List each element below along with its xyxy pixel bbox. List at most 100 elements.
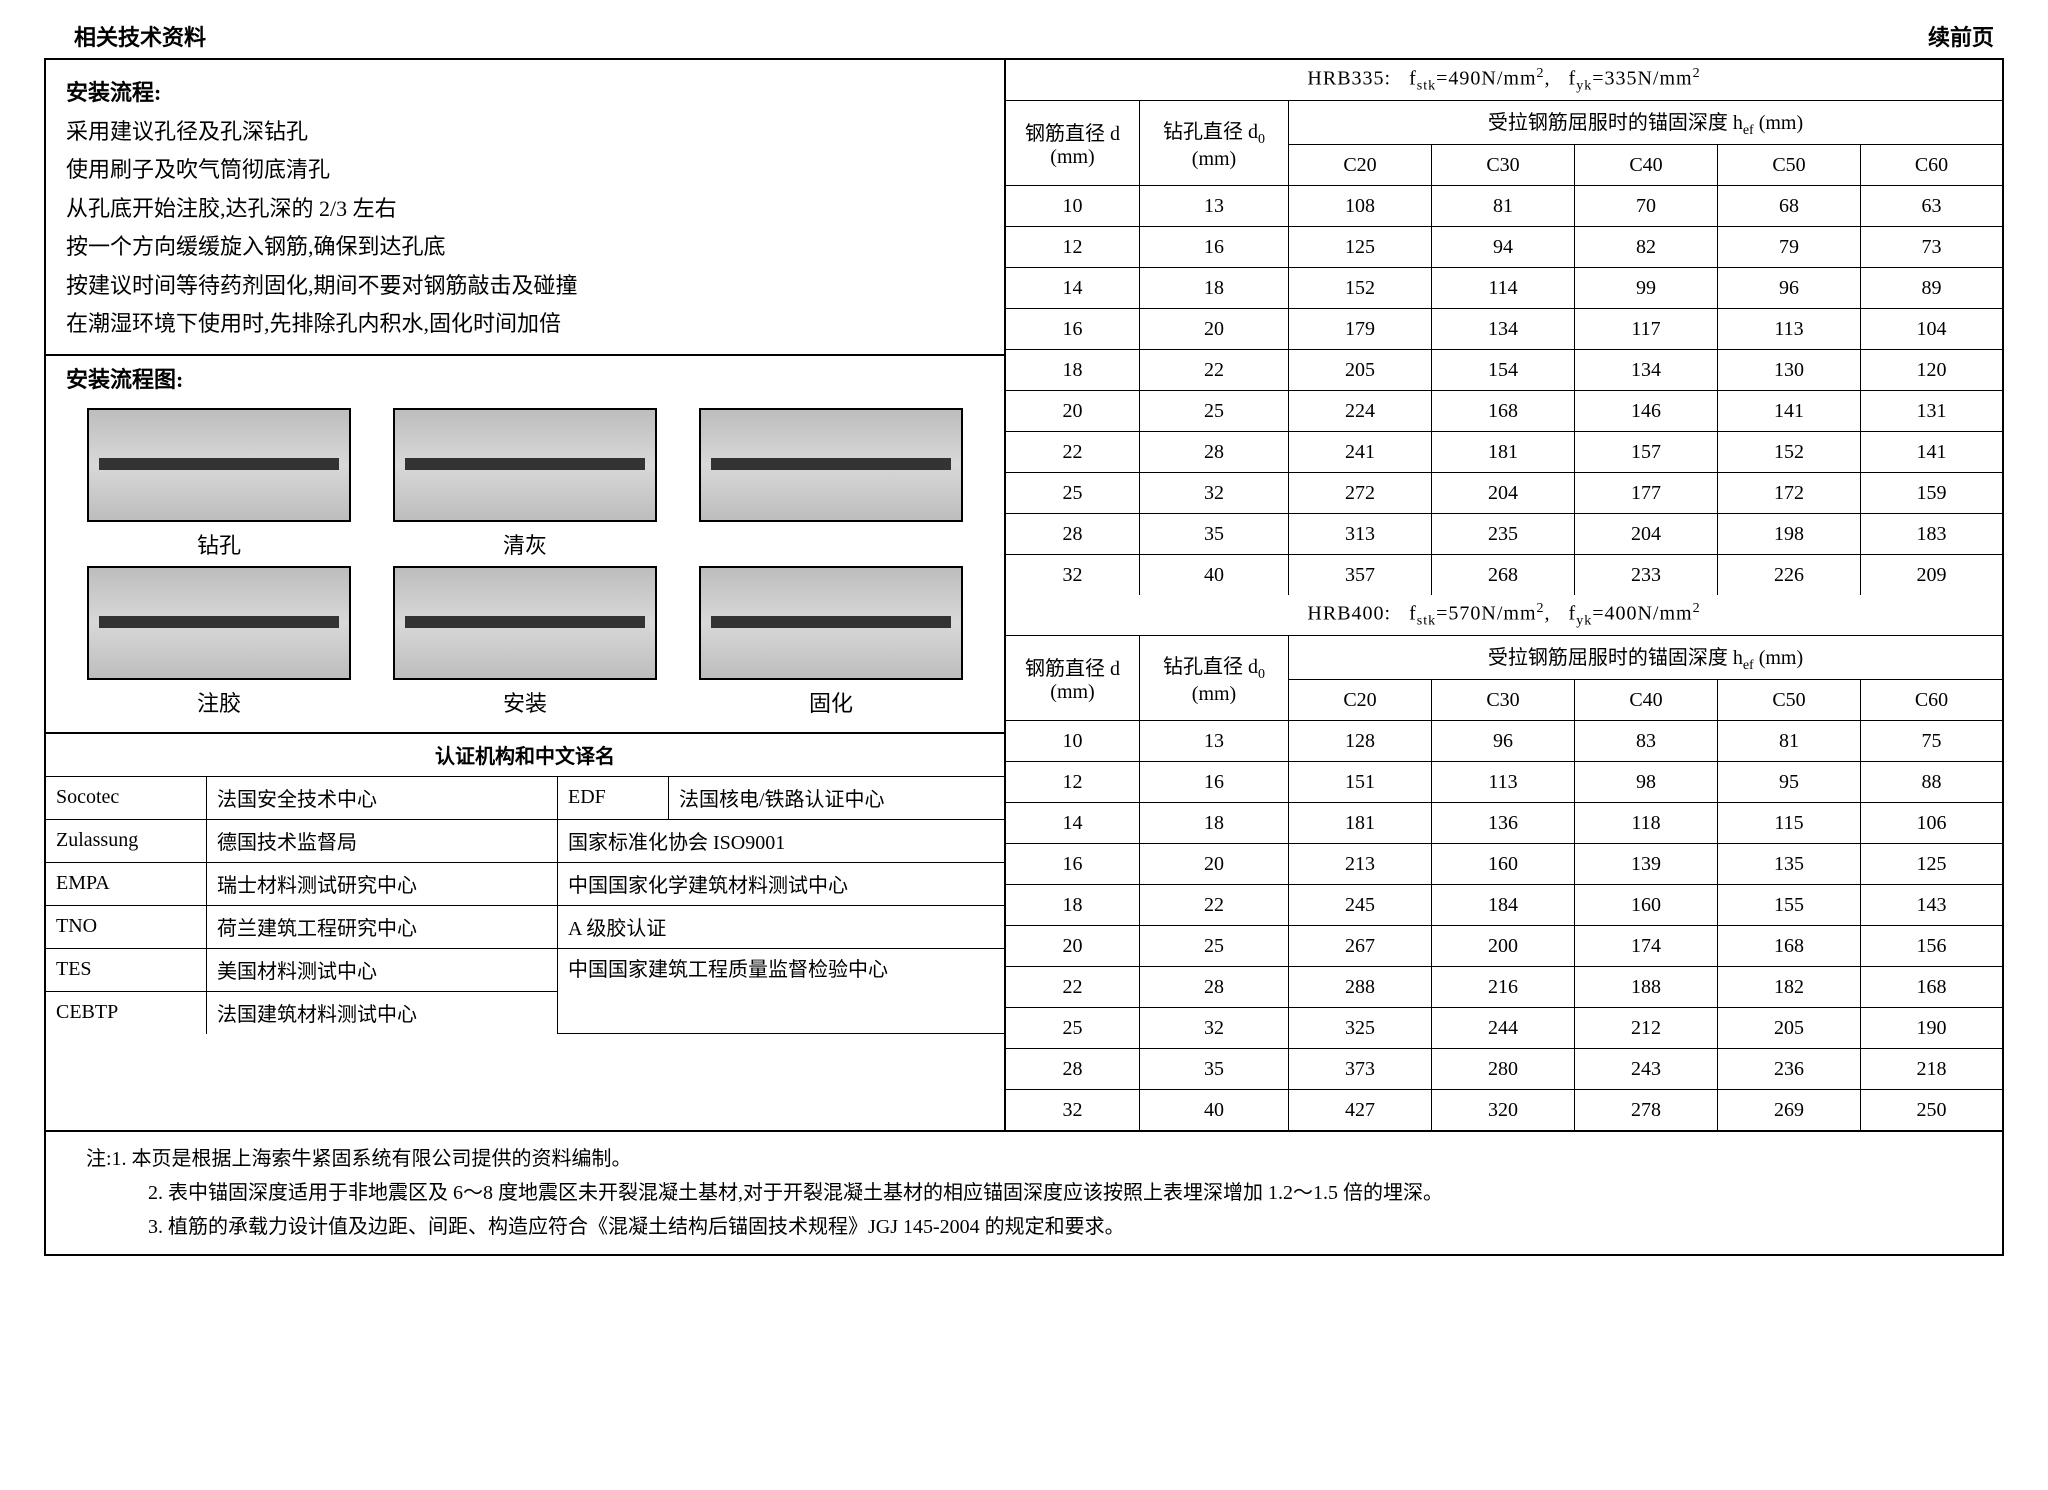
procedure-block: 安装流程: 采用建议孔径及孔深钻孔 使用刷子及吹气筒彻底清孔 从孔底开始注胶,达… [46,60,1004,354]
data-cell: 174 [1575,926,1718,967]
data-cell: 108 [1289,186,1432,227]
data-cell: 128 [1289,721,1432,762]
data-cell: 155 [1718,885,1861,926]
table-row: TNO 荷兰建筑工程研究中心 A 级胶认证 [46,905,1004,948]
u: (mm) [1050,681,1094,703]
data-cell: 32 [1006,555,1140,596]
data-cell: 82 [1575,227,1718,268]
table-row: 101310881706863 [1006,186,2002,227]
data-cell: 115 [1718,803,1861,844]
data-cell: 243 [1575,1049,1718,1090]
grade-header: C50 [1718,680,1861,721]
procedure-step: 从孔底开始注胶,达孔深的 2/3 左右 [66,190,984,229]
data-cell: 25 [1140,926,1289,967]
note-line: 注:1. 本页是根据上海索牛紧固系统有限公司提供的资料编制。 [86,1142,1982,1176]
data-cell: 35 [1140,1049,1289,1090]
spec-row: HRB335: fstk=490N/mm2, fyk=335N/mm2 [1006,60,2002,101]
spec-prefix: HRB400: [1307,602,1391,624]
data-cell: 35 [1140,514,1289,555]
flow-caption: 清灰 [385,528,665,560]
data-cell: 134 [1432,309,1575,350]
data-cell: 113 [1718,309,1861,350]
h: 钻孔直径 d [1163,656,1258,678]
cert-code: TNO [46,905,207,948]
data-cell: 32 [1140,1008,1289,1049]
u: (mm) [1192,683,1236,705]
flow-cell: 钻孔 [79,408,359,560]
flow-caption: 安装 [385,686,665,718]
data-cell: 280 [1432,1049,1575,1090]
data-cell: 40 [1140,555,1289,596]
data-cell: 81 [1718,721,1861,762]
data-cell: 204 [1575,514,1718,555]
data-cell: 136 [1432,803,1575,844]
data-cell: 13 [1140,721,1289,762]
data-cell: 20 [1006,391,1140,432]
data-cell: 18 [1140,803,1289,844]
data-cell: 131 [1861,391,2003,432]
data-cell: 10 [1006,186,1140,227]
data-cell: 120 [1861,350,2003,391]
data-cell: 10 [1006,721,1140,762]
spec-prefix: HRB335: [1307,67,1391,89]
t: 2. 表中锚固深度适用于非地震区及 6～8 度地震区未开裂混凝土基材,对于开裂混… [148,1182,1443,1204]
cert-text: 心 [868,959,888,981]
table-row: TES 美国材料测试中心 中国国家建筑工程质量监督检验中心 [46,948,1004,991]
data-cell: 182 [1718,967,1861,1008]
data-cell: 20 [1140,309,1289,350]
data-cell: 213 [1289,844,1432,885]
cert-code: Zulassung [46,819,207,862]
procedure-step: 采用建议孔径及孔深钻孔 [66,113,984,152]
data-cell: 104 [1861,309,2003,350]
table-row: 1620179134117113104 [1006,309,2002,350]
data-cell: 125 [1861,844,2003,885]
data-cell: 146 [1575,391,1718,432]
cert-name: 中国国家建筑工程质量监督检验中心 [558,948,1005,1034]
col-header: 钻孔直径 d0(mm) [1140,636,1289,721]
flow-cell: 安装 [385,566,665,718]
cert-code: Socotec [46,776,207,819]
data-cell: 22 [1006,967,1140,1008]
header-continued: 续前页 [1928,20,1994,52]
data-cell: 160 [1432,844,1575,885]
left-panel: 安装流程: 采用建议孔径及孔深钻孔 使用刷子及吹气筒彻底清孔 从孔底开始注胶,达… [46,60,1006,1130]
t: 3. 植筋的承载力设计值及边距、间距、构造应符合《混凝土结构后锚固技术规程》JG… [148,1216,1125,1238]
data-cell: 18 [1006,350,1140,391]
data-cell: 157 [1575,432,1718,473]
table-row: 1822205154134130120 [1006,350,2002,391]
flow-caption: 钻孔 [79,528,359,560]
data-cell: 22 [1140,350,1289,391]
cert-name: 法国建筑材料测试中心 [207,991,558,1034]
data-cell: 113 [1432,762,1575,803]
data-cell: 190 [1861,1008,2003,1049]
data-cell: 373 [1289,1049,1432,1090]
table-row: Zulassung 德国技术监督局 国家标准化协会 ISO9001 [46,819,1004,862]
data-cell: 204 [1432,473,1575,514]
data-cell: 130 [1718,350,1861,391]
cert-name: 中国国家化学建筑材料测试中心 [558,862,1005,905]
data-cell: 313 [1289,514,1432,555]
data-cell: 28 [1140,967,1289,1008]
data-cell: 83 [1575,721,1718,762]
data-cell: 32 [1140,473,1289,514]
cert-name: 国家标准化协会 ISO9001 [558,819,1005,862]
data-cell: 181 [1432,432,1575,473]
data-cell: 325 [1289,1008,1432,1049]
spec-stk: =570N/mm [1436,602,1536,624]
data-cell: 244 [1432,1008,1575,1049]
data-cell: 272 [1289,473,1432,514]
data-cell: 168 [1861,967,2003,1008]
flow-cell: 固化 [691,566,971,718]
data-cell: 117 [1575,309,1718,350]
cert-code: TES [46,948,207,991]
data-cell: 245 [1289,885,1432,926]
cert-text: 中国国家建筑工程质量监督检验中 [568,959,868,981]
grade-header: C60 [1861,145,2003,186]
data-cell: 288 [1289,967,1432,1008]
data-cell: 152 [1718,432,1861,473]
data-cell: 16 [1006,844,1140,885]
data-cell: 20 [1140,844,1289,885]
data-cell: 106 [1861,803,2003,844]
table-row: 2025224168146141131 [1006,391,2002,432]
header-title: 相关技术资料 [74,20,206,52]
